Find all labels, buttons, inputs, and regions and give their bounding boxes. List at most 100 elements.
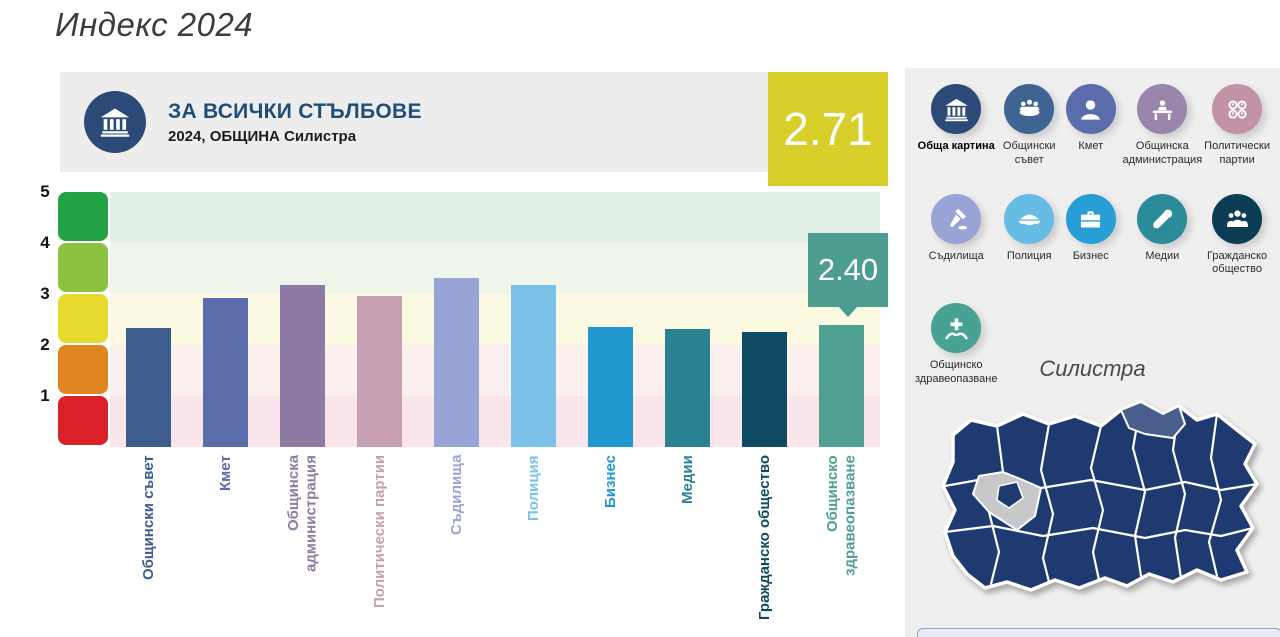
health-hands-icon	[931, 303, 982, 353]
callout-pointer	[838, 306, 858, 317]
value-callout: 2.40	[808, 233, 888, 317]
pillar-nav: Обща картина Общински съвет Кмет Общинска а…	[915, 84, 1270, 387]
bank-icon	[84, 91, 146, 153]
y-tick: 5	[40, 182, 50, 201]
pillar-nav-label: Общински съвет	[1002, 140, 1056, 166]
chart-header-text: ЗА ВСИЧКИ СТЪЛБОВЕ 2024, ОБЩИНА Силистра	[168, 100, 422, 145]
x-label-slot: Полиция	[495, 455, 572, 633]
council-icon	[1004, 84, 1055, 134]
microphone-icon	[1137, 193, 1188, 244]
x-label-slot: Кмет	[187, 455, 264, 633]
x-axis-label: Полиция	[524, 455, 542, 521]
y-scale-block	[58, 294, 108, 343]
bar-6[interactable]	[511, 285, 556, 447]
bar-3[interactable]	[280, 285, 325, 447]
pillar-nav-item-8[interactable]: Бизнес	[1061, 193, 1121, 278]
bars	[110, 192, 880, 447]
bar-1[interactable]	[126, 328, 171, 447]
bar-slot	[264, 192, 341, 447]
pillar-nav-label: Общинска администрация	[1122, 140, 1203, 166]
pillar-nav-label: Съдилища	[928, 249, 984, 262]
pillar-nav-label: Полиция	[1006, 249, 1052, 262]
pillar-nav-item-7[interactable]: Полиция	[999, 193, 1059, 278]
bar-2[interactable]	[203, 298, 248, 447]
pillar-nav-item-2[interactable]: Общински съвет	[999, 84, 1059, 168]
y-scale-block	[58, 345, 108, 394]
bar-slot	[187, 192, 264, 447]
x-label-slot: Общинска администрация	[264, 455, 341, 633]
admin-icon	[1137, 84, 1188, 134]
bar-slot	[726, 192, 803, 447]
pillar-nav-item-1[interactable]: Обща картина	[915, 84, 997, 168]
x-label-slot: Гражданско общество	[726, 455, 803, 633]
x-axis-label: Съдилища	[447, 455, 465, 536]
pillar-nav-label: Бизнес	[1072, 249, 1109, 262]
bar-7[interactable]	[588, 327, 633, 447]
x-axis-label: Гражданско общество	[755, 455, 773, 621]
chart-subtitle: 2024, ОБЩИНА Силистра	[168, 127, 357, 145]
briefcase-icon	[1065, 193, 1116, 244]
bar-9[interactable]	[742, 332, 787, 447]
bar-slot	[418, 192, 495, 447]
plot-band	[110, 243, 880, 294]
x-axis-labels: Общински съвет Кмет Общинска администрация…	[110, 455, 880, 633]
map-country[interactable]	[941, 400, 1259, 592]
overall-score-value: 2.71	[783, 103, 873, 155]
plot-area: 2.40	[110, 192, 888, 447]
bar-slot	[110, 192, 187, 447]
people-group-icon	[1212, 193, 1263, 244]
bank-icon	[931, 84, 982, 134]
x-label-slot: Медии	[649, 455, 726, 633]
map-title: Силистра	[1039, 356, 1146, 381]
bar-10[interactable]	[819, 325, 864, 447]
person-icon	[1065, 84, 1116, 134]
gavel-icon	[931, 193, 982, 244]
y-scale-block	[58, 192, 108, 241]
x-label-slot: Съдилища	[418, 455, 495, 633]
bar-slot	[495, 192, 572, 447]
pillar-nav-label: Кмет	[1078, 140, 1104, 152]
sidebar: Обща картина Общински съвет Кмет Общинска а…	[905, 68, 1280, 637]
y-axis-ticks: 5 4 3 2 1	[34, 183, 56, 447]
pillar-nav-label: Медии	[1145, 249, 1180, 262]
x-label-slot: Общинско здравеопазване	[803, 455, 880, 633]
x-axis-label: Общинско здравеопазване	[823, 455, 859, 576]
x-label-slot: Общински съвет	[110, 455, 187, 633]
x-axis-label: Бизнес	[601, 455, 619, 509]
parties-icon	[1212, 84, 1263, 134]
x-axis-label: Кмет	[216, 455, 234, 491]
page-title: Индекс 2024	[55, 6, 254, 43]
pillar-nav-item-5[interactable]: Политически партии	[1204, 84, 1270, 168]
pillar-nav-label: Гражданско общество	[1207, 249, 1268, 276]
pillar-nav-item-4[interactable]: Общинска администрация	[1122, 84, 1203, 168]
x-axis-label: Общинска администрация	[284, 455, 320, 572]
pillar-nav-item-9[interactable]: Медии	[1123, 193, 1203, 278]
map-region-silistra-highlight[interactable]	[1120, 401, 1186, 439]
x-axis-label: Политически партии	[370, 455, 388, 609]
map-region-inner-city[interactable]	[996, 481, 1024, 509]
bar-slot	[803, 192, 880, 447]
pillar-nav-label: Обща картина	[917, 140, 995, 152]
pillar-nav-item-11[interactable]: Общинско здравеопазване	[915, 303, 997, 387]
x-label-slot: Бизнес	[572, 455, 649, 633]
bar-4[interactable]	[357, 296, 402, 447]
pillar-nav-item-10[interactable]: Гражданско общество	[1204, 193, 1270, 278]
bottom-panel-edge	[917, 628, 1280, 637]
bar-5[interactable]	[434, 278, 479, 447]
pillar-nav-label: Политически партии	[1204, 140, 1270, 166]
bulgaria-map[interactable]	[923, 380, 1263, 620]
y-scale-block	[58, 243, 108, 292]
callout-value: 2.40	[817, 252, 879, 287]
y-tick: 3	[40, 284, 50, 303]
chart-header: ЗА ВСИЧКИ СТЪЛБОВЕ 2024, ОБЩИНА Силистра	[60, 72, 768, 172]
police-cap-icon	[1004, 193, 1055, 244]
bar-slot	[341, 192, 418, 447]
pillar-nav-item-3[interactable]: Кмет	[1061, 84, 1121, 168]
y-tick: 1	[40, 386, 50, 405]
pillar-nav-item-6[interactable]: Съдилища	[915, 193, 997, 278]
bar-8[interactable]	[665, 329, 710, 447]
x-axis-label: Медии	[678, 455, 696, 504]
y-tick: 4	[40, 233, 50, 252]
x-axis-label: Общински съвет	[139, 455, 157, 580]
